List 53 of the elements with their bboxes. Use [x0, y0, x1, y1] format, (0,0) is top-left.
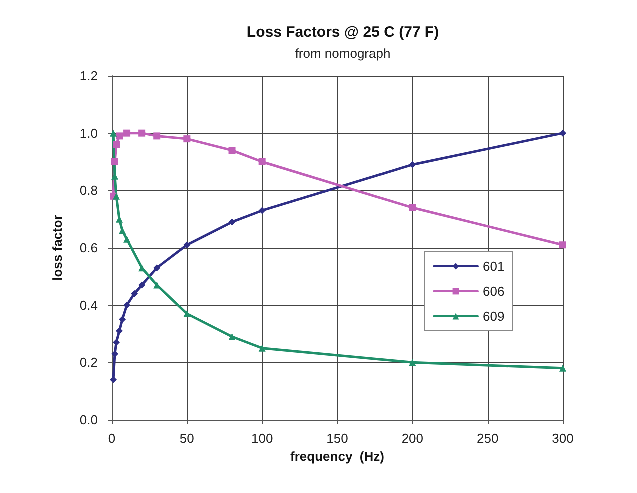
point: [112, 158, 119, 166]
y-tick-label: 0.4: [80, 298, 98, 313]
point: [113, 192, 120, 200]
chart-subtitle: from nomograph: [295, 46, 391, 61]
legend-label: 601: [483, 259, 505, 274]
x-tick-label: 150: [326, 431, 348, 446]
chart-title: Loss Factors @ 25 C (77 F): [246, 24, 440, 41]
point: [184, 310, 191, 318]
point: [124, 236, 131, 243]
point: [116, 132, 124, 140]
y-tick-label: 1.2: [80, 68, 98, 84]
y-tick-label: 0.6: [80, 240, 98, 256]
point: [258, 207, 266, 214]
point: [131, 290, 138, 298]
point: [119, 227, 126, 234]
x-tick-label: 0: [108, 431, 116, 446]
point: [228, 218, 236, 226]
point: [154, 132, 161, 140]
point: [560, 130, 566, 137]
point: [409, 204, 416, 212]
point: [560, 364, 566, 372]
point: [124, 130, 131, 137]
x-tick-label: 50: [180, 431, 194, 446]
y-tick-label: 0.8: [80, 183, 98, 198]
x-tick-label: 300: [552, 431, 574, 446]
y-tick-label: 0.2: [80, 355, 98, 370]
point: [228, 333, 236, 340]
x-tick-label: 250: [476, 431, 499, 446]
x-axis-title: frequency (Hz): [290, 449, 384, 464]
point: [110, 130, 118, 137]
y-tick-label: 1.0: [80, 126, 98, 141]
point: [154, 264, 161, 272]
point: [119, 316, 126, 324]
point: [116, 328, 124, 335]
point: [409, 359, 416, 366]
point: [184, 136, 191, 143]
y-tick-label: 0.0: [80, 412, 98, 428]
point: [184, 242, 191, 249]
legend-label: 609: [483, 309, 505, 324]
point: [258, 344, 266, 352]
point: [138, 282, 146, 289]
y-axis-title: loss factor: [50, 215, 65, 281]
point: [560, 242, 566, 249]
legend-label: 606: [483, 284, 505, 299]
point: [228, 147, 236, 154]
point: [258, 158, 266, 166]
point: [113, 141, 120, 148]
point: [124, 302, 131, 309]
x-tick-label: 100: [251, 431, 274, 446]
x-tick-label: 200: [402, 431, 424, 446]
point: [138, 130, 146, 137]
point: [409, 161, 416, 168]
point: [113, 339, 120, 346]
